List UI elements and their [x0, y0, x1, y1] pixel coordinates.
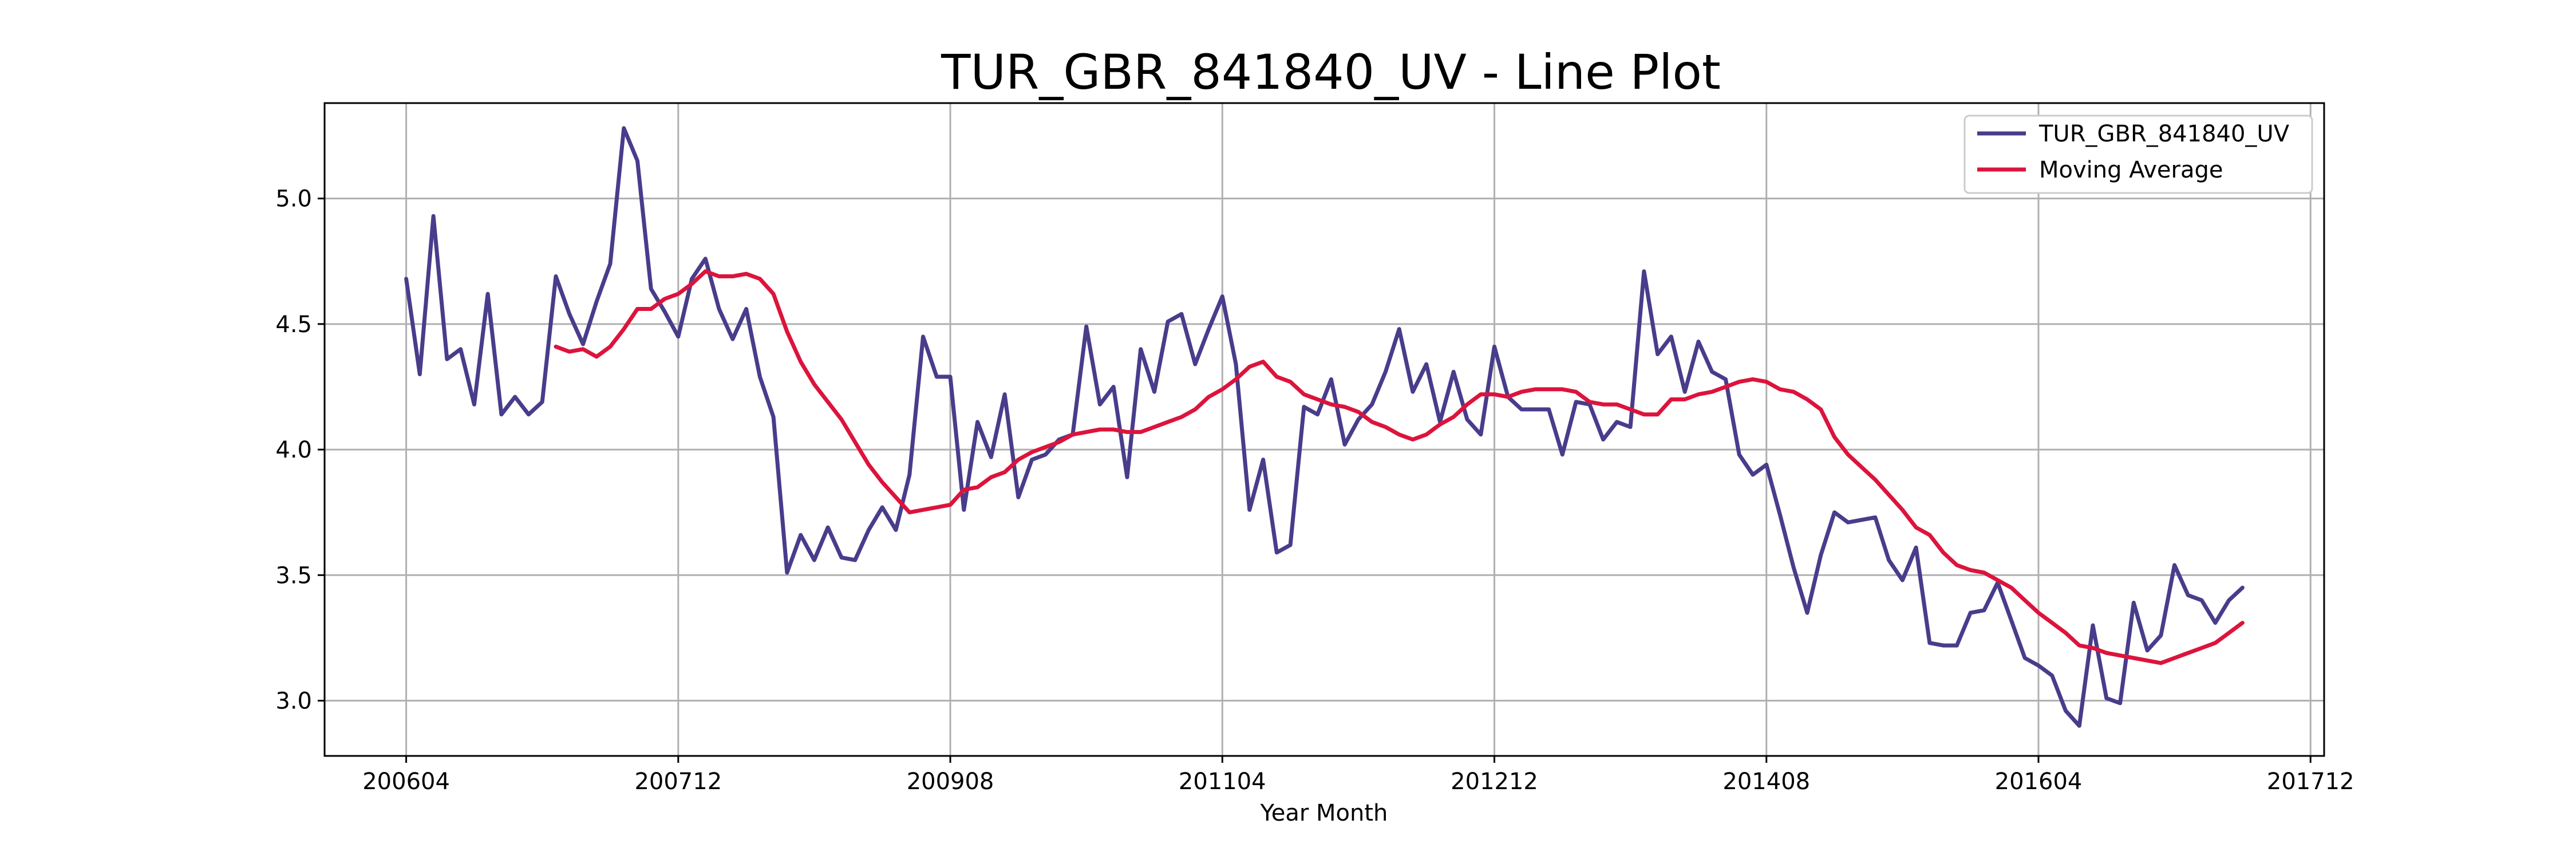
legend-box: [1963, 115, 2313, 194]
y-tick-label: 4.5: [275, 312, 312, 338]
x-axis-label: Year Month: [1260, 800, 1388, 826]
x-tick-label: 200604: [362, 769, 450, 795]
x-tick-label: 200712: [634, 769, 722, 795]
x-tick-label: 200908: [907, 769, 994, 795]
y-axis: 3.0 3.5 4.0 4.5 5.0: [275, 186, 325, 715]
x-tick-label: 201212: [1451, 769, 1538, 795]
x-axis: 200604 200712 200908 201104 201212 201408 2016…: [362, 756, 2354, 795]
x-tick-label: 201408: [1722, 769, 1810, 795]
plot-area-frame: [323, 102, 2325, 757]
series-line-moving-average: [554, 269, 2245, 665]
legend: TUR_GBR_841840_UV Moving Average: [1963, 115, 2313, 194]
legend-label-series-1: TUR_GBR_841840_UV: [2038, 121, 2290, 147]
legend-label-series-2: Moving Average: [2039, 157, 2223, 183]
series-layer: [404, 126, 2245, 728]
y-tick-label: 3.5: [275, 562, 312, 589]
chart-title: TUR_GBR_841840_UV - Line Plot: [941, 44, 1721, 100]
y-tick-label: 4.0: [275, 437, 312, 463]
y-tick-label: 5.0: [275, 186, 312, 212]
x-tick-label: 201712: [2267, 769, 2354, 795]
y-tick-label: 3.0: [275, 688, 312, 715]
x-tick-label: 201604: [1995, 769, 2083, 795]
x-tick-label: 201104: [1179, 769, 1266, 795]
series-line-uv: [404, 126, 2245, 728]
